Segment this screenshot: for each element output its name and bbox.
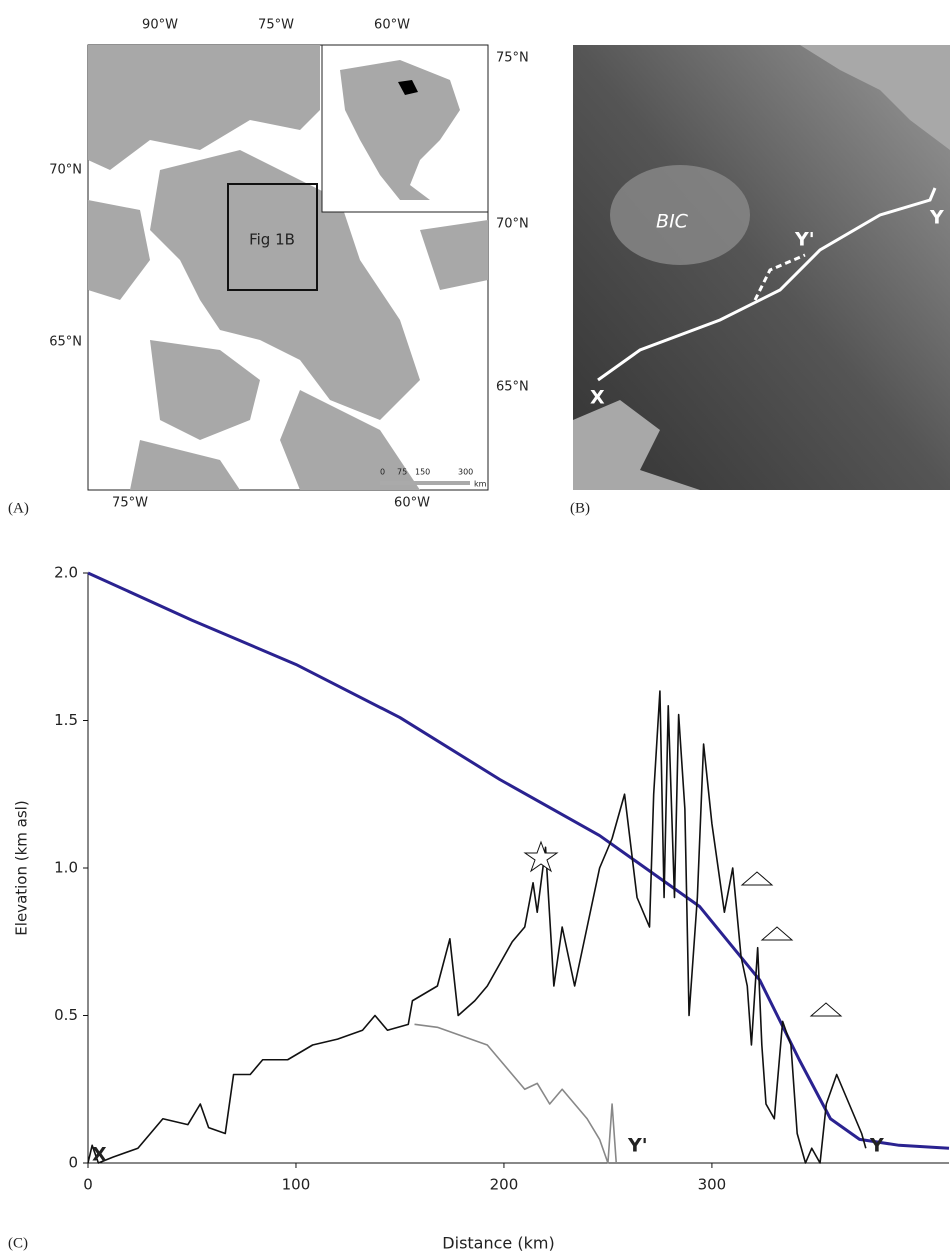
y-tick-label: 2.0 [54,564,78,582]
panel-label: (B) [570,500,590,516]
x-axis-title: Distance (km) [442,1234,554,1253]
right-tick: 75°N [496,51,529,66]
figure: Fig 1B 90°W 75°W 60°W 75°W 60°W 70°N 65°… [0,0,950,1256]
ice-cap-label: BIC [656,211,689,233]
bottom-tick: 60°W [394,496,430,511]
top-tick: 90°W [142,18,178,33]
scale-label: km [474,480,487,489]
series-line [415,1024,617,1163]
x-tick-label: 0 [83,1176,93,1194]
y-tick-label: 0.5 [54,1006,78,1024]
box-label: Fig 1B [249,231,295,249]
y-axis-title: Elevation (km asl) [13,800,31,935]
chart: 0 0.5 1.0 1.5 2.0 0 100 200 300 Distance (km) Elev… [8,564,949,1253]
y-tick-label: 1.0 [54,859,78,877]
triangle-marker [742,872,772,885]
scale-bar [380,481,470,485]
scale-label: 0 [380,468,385,477]
y-tick-label: 1.5 [54,711,78,729]
panel-label: (C) [8,1235,28,1251]
left-tick: 65°N [49,335,82,350]
triangle-marker [811,1003,841,1016]
point-label: Y [929,207,944,229]
top-tick: 60°W [374,18,410,33]
top-tick: 75°W [258,18,294,33]
point-label: Y' [794,229,815,251]
series-line [88,691,866,1163]
annotation: Y [869,1135,884,1157]
point-label: X [590,387,605,409]
series-line [88,573,949,1148]
annotation: X [92,1144,107,1166]
scale-label: 150 [415,468,430,477]
left-tick: 70°N [49,163,82,178]
bottom-tick: 75°W [112,496,148,511]
right-tick: 70°N [496,217,529,232]
star-marker [525,842,557,871]
x-tick-label: 100 [282,1176,311,1194]
annotation: Y' [627,1135,648,1157]
triangle-marker [762,927,792,940]
scale-label: 300 [458,468,473,477]
scale-label: 75 [397,468,407,477]
panel-label: (A) [8,500,29,516]
right-tick: 65°N [496,380,529,395]
x-tick-label: 200 [490,1176,519,1194]
y-tick-label: 0 [68,1154,78,1172]
x-tick-label: 300 [698,1176,727,1194]
